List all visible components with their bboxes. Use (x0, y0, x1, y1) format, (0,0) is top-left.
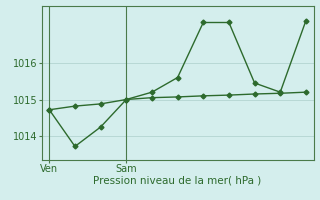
X-axis label: Pression niveau de la mer( hPa ): Pression niveau de la mer( hPa ) (93, 176, 262, 186)
